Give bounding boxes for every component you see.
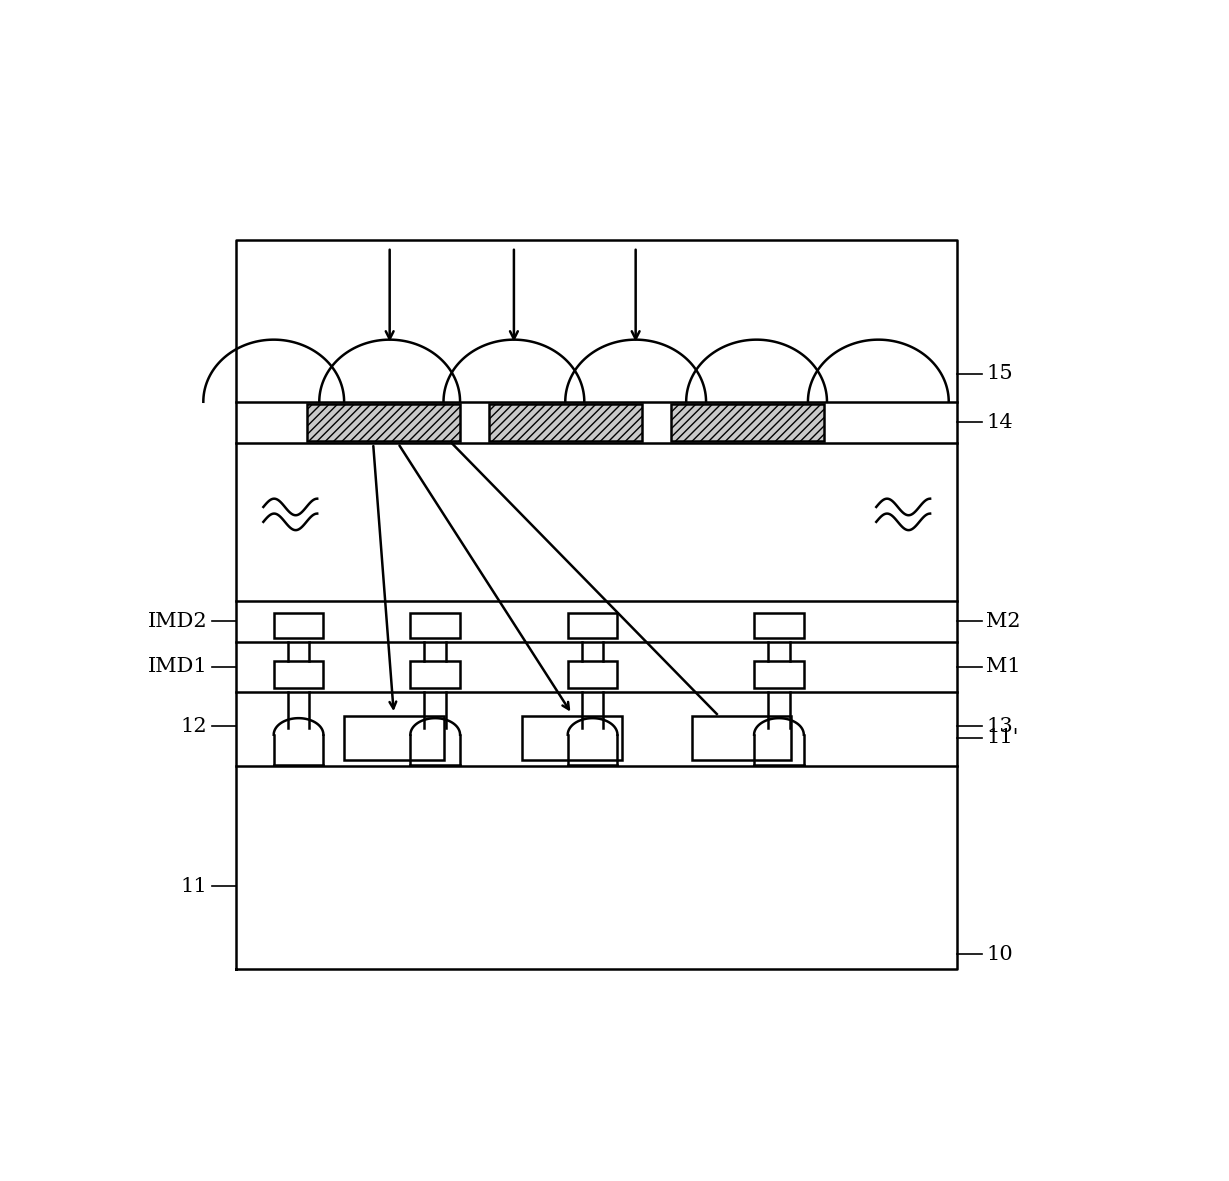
Text: M1: M1 [986, 658, 1020, 677]
Bar [692, 716, 791, 759]
Text: 14: 14 [986, 413, 1013, 432]
Text: M2: M2 [986, 612, 1020, 631]
Text: 13: 13 [986, 717, 1013, 736]
Bar [307, 404, 460, 441]
Text: 12: 12 [181, 717, 208, 736]
Bar [671, 404, 825, 441]
Text: IMD2: IMD2 [147, 612, 208, 631]
Bar [274, 661, 323, 687]
Bar [410, 661, 460, 687]
Text: 10: 10 [986, 945, 1013, 964]
Bar [410, 613, 460, 638]
Bar [344, 716, 444, 759]
Bar [489, 404, 643, 441]
Bar [274, 613, 323, 638]
Text: 15: 15 [986, 364, 1013, 384]
Text: 11: 11 [181, 876, 208, 896]
Bar [568, 661, 617, 687]
Bar [522, 716, 622, 759]
Text: 11': 11' [986, 729, 1019, 748]
Bar [755, 661, 804, 687]
Bar [755, 613, 804, 638]
Text: IMD1: IMD1 [147, 658, 208, 677]
Bar [568, 613, 617, 638]
